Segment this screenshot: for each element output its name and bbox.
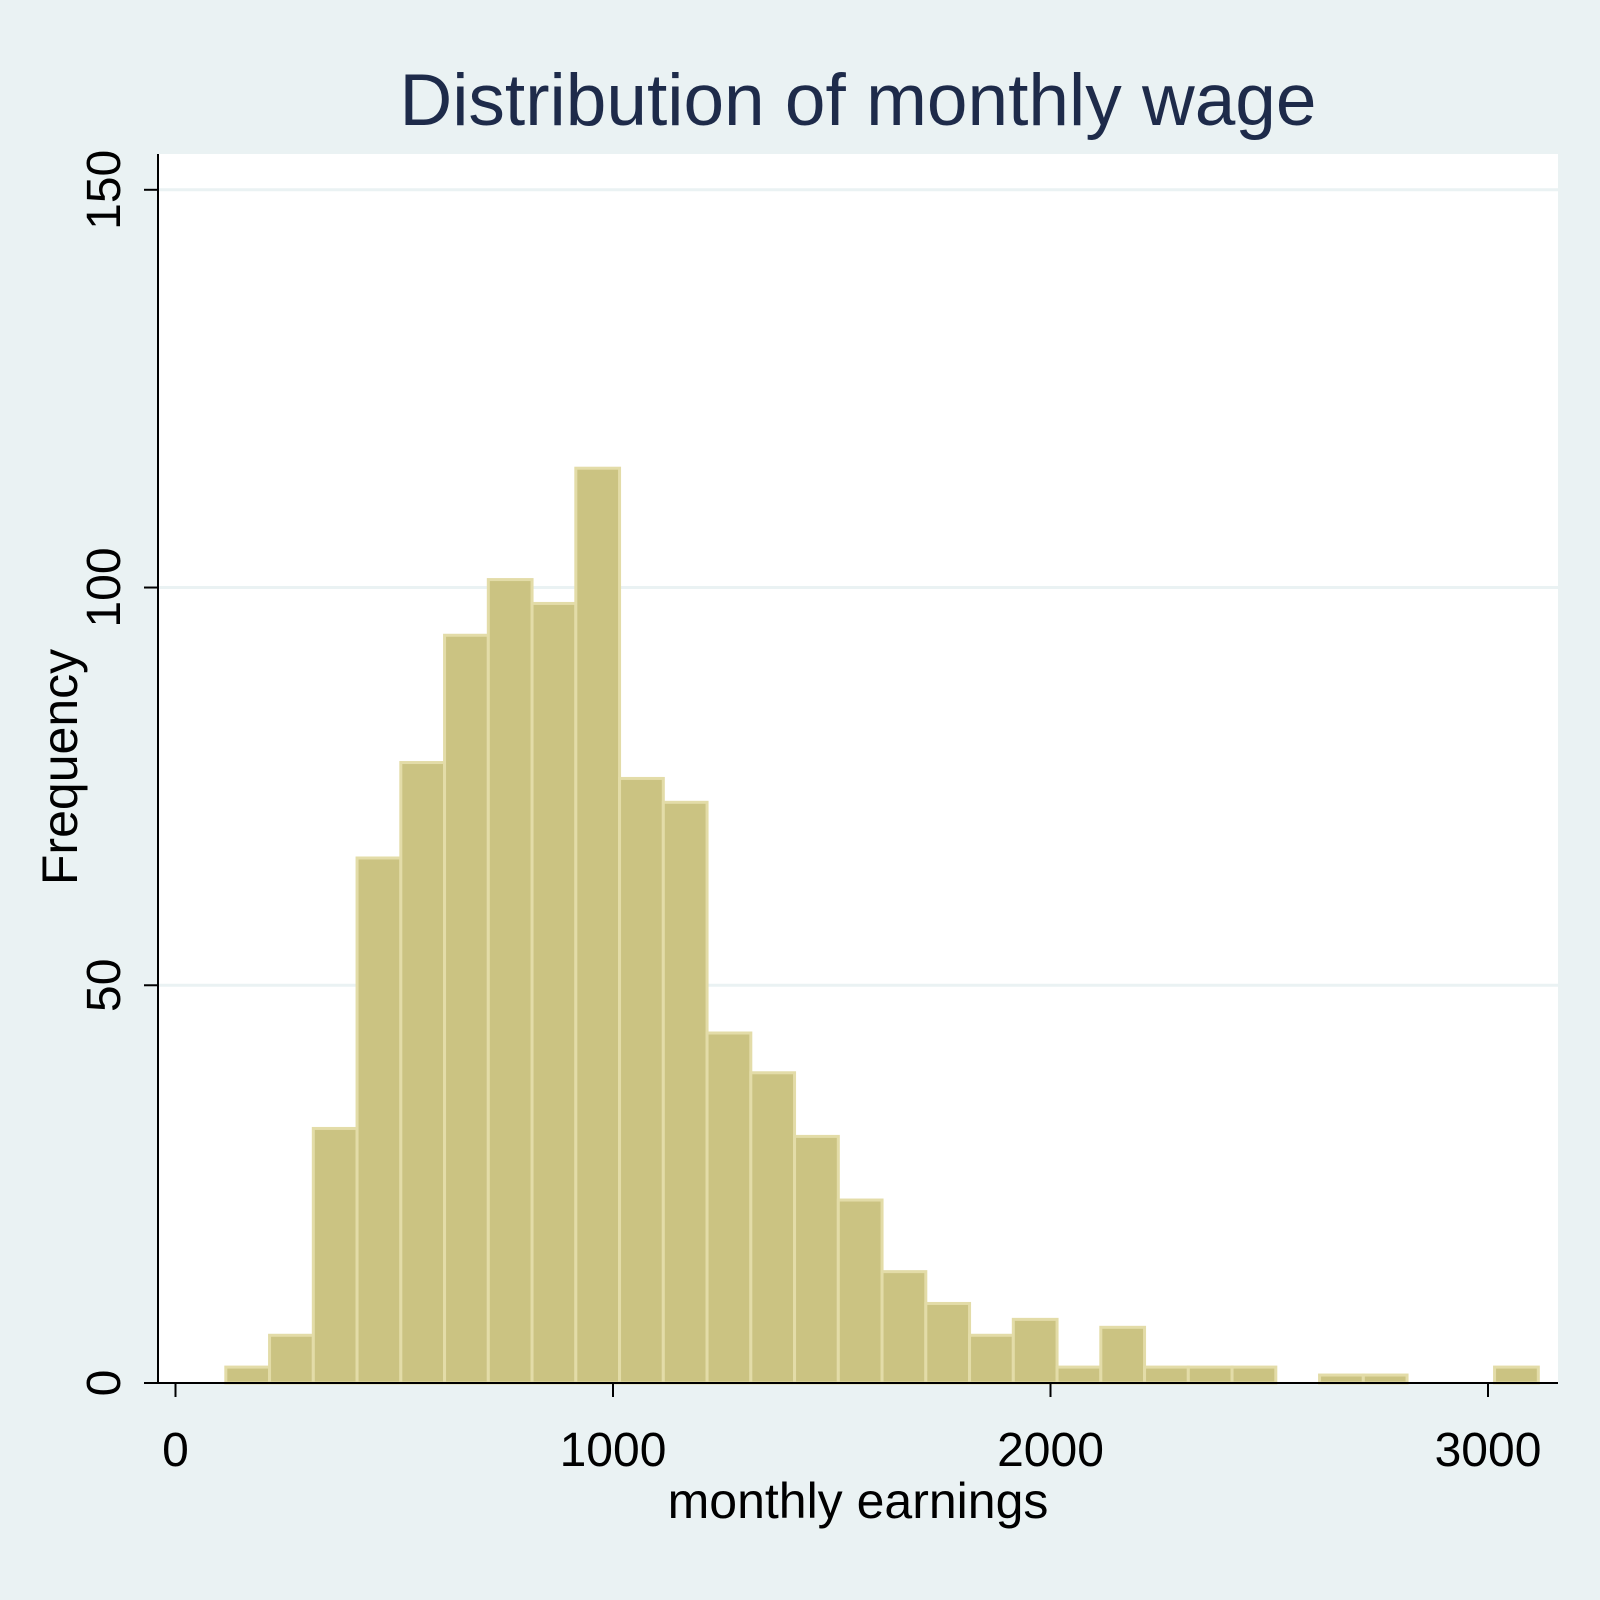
histogram-bar-17 [924,1301,972,1385]
histogram-bar-9 [574,466,622,1385]
y-tick-label-50: 50 [78,959,131,1012]
histogram-bar-20 [1055,1365,1103,1385]
histogram-bar-16 [880,1270,928,1385]
y-tick-label-150: 150 [78,150,131,230]
histogram-bar-11 [661,800,709,1385]
histogram-bar-15 [836,1198,884,1385]
histogram-bar-12 [705,1031,753,1385]
histogram-bar-22 [1143,1365,1190,1385]
histogram-bar-21 [1099,1325,1147,1385]
x-axis-label: monthly earnings [668,1473,1049,1529]
histogram-bar-10 [618,776,665,1385]
histogram-bar-1 [224,1365,272,1385]
histogram-bar-23 [1186,1365,1234,1385]
x-tick-label-1000: 1000 [560,1424,667,1477]
histogram-bar-3 [311,1126,359,1385]
x-ticks: 0 1000 2000 3000 [162,1383,1541,1477]
histogram-bar-13 [749,1071,797,1385]
histogram-bar-19 [1011,1317,1059,1385]
y-axis-label: Frequency [32,649,88,885]
histogram-bar-2 [268,1333,315,1385]
chart-title: Distribution of monthly wage [400,60,1317,141]
histogram-bar-6 [443,633,490,1385]
histogram-bar-7 [486,578,534,1385]
axes [157,154,1558,1384]
histogram-bar-8 [530,601,578,1385]
histogram-bar-4 [355,856,403,1385]
y-tick-label-0: 0 [78,1370,131,1397]
x-tick-label-2000: 2000 [997,1424,1104,1477]
histogram-bar-5 [399,761,447,1385]
y-tick-label-100: 100 [78,547,131,627]
histogram-bar-18 [968,1333,1015,1385]
histogram-bar-26 [1318,1373,1365,1385]
histogram-bar-24 [1230,1365,1278,1385]
x-tick-label-3000: 3000 [1435,1424,1542,1477]
histogram-bar-27 [1361,1373,1409,1385]
histogram-bar-14 [793,1134,840,1385]
histogram-bar-30 [1493,1365,1540,1385]
y-ticks: 0 50 100 150 [78,150,158,1397]
bars [224,466,1540,1385]
x-tick-label-0: 0 [162,1424,189,1477]
